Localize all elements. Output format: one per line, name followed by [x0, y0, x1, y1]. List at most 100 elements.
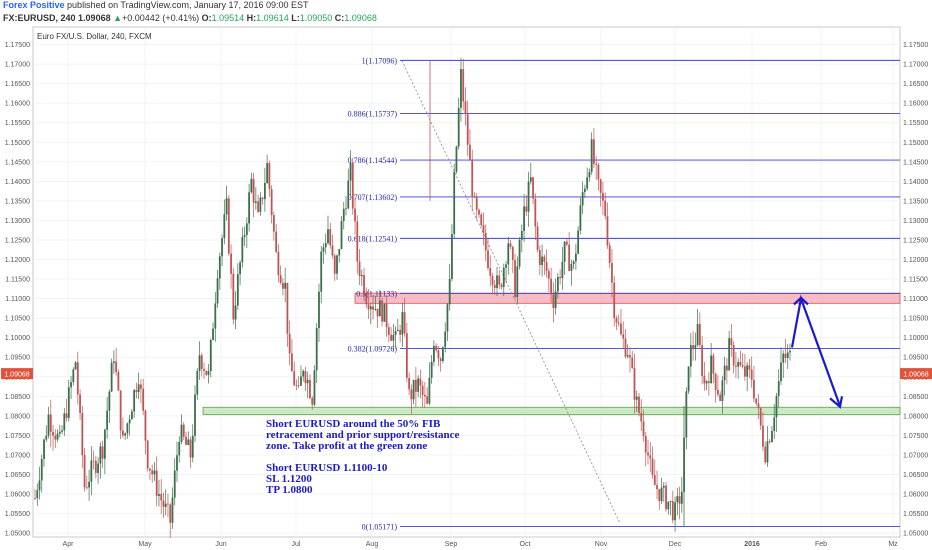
candle-body — [227, 198, 230, 254]
x-tick-label: Sep — [445, 541, 458, 548]
candle-body — [340, 221, 343, 249]
candle-body — [284, 282, 287, 289]
fib-label: 0.707(1.13602) — [348, 193, 398, 202]
y-tick-label-right: 1.15000 — [903, 140, 928, 147]
candle-body — [266, 163, 269, 184]
candle-body — [153, 470, 156, 475]
candle-body — [47, 414, 50, 436]
y-tick-label-left: 1.16000 — [5, 101, 30, 108]
candle-body — [640, 412, 643, 422]
y-tick-label-left: 1.05500 — [5, 511, 30, 518]
y-tick-label-right: 1.11000 — [903, 296, 928, 303]
candle-body — [421, 385, 424, 395]
candle-body — [748, 365, 751, 370]
candle-body — [568, 244, 571, 271]
candle-body — [67, 387, 70, 418]
candle-body — [599, 179, 602, 193]
candle-body — [363, 274, 365, 296]
y-tick-label-right: 1.12500 — [903, 237, 928, 244]
candle-body — [405, 333, 408, 378]
candle-body — [320, 251, 323, 292]
candle-body — [762, 425, 764, 447]
candle-body — [268, 163, 271, 190]
close-value: 1.09068 — [344, 13, 377, 23]
candle-body — [451, 234, 453, 279]
y-tick-label-left: 1.11500 — [5, 277, 30, 284]
candle-body — [644, 436, 647, 453]
candle-body — [324, 243, 327, 248]
candle-body — [660, 487, 663, 502]
x-tick-label: Nov — [595, 541, 608, 548]
candle-body — [65, 413, 68, 418]
candle-body — [712, 355, 715, 374]
candle-body — [480, 214, 483, 226]
last-price: 1.09068 — [78, 13, 111, 23]
candle-body — [538, 250, 541, 266]
candle-body — [744, 366, 746, 377]
candle-body — [698, 323, 701, 346]
candle-body — [169, 504, 172, 523]
candle-body — [385, 303, 388, 328]
candle-body — [680, 491, 683, 504]
candle-body — [223, 214, 226, 239]
candle-body — [232, 273, 235, 320]
candle-body — [239, 262, 241, 275]
candle-body — [721, 380, 724, 402]
candle-body — [692, 345, 694, 350]
candles — [34, 57, 791, 538]
candle-body — [288, 333, 291, 354]
x-tick-label: Apr — [63, 541, 75, 548]
candle-body — [554, 291, 557, 309]
candle-body — [550, 278, 553, 295]
candle-body — [514, 260, 516, 298]
candle-body — [570, 264, 573, 271]
candle-body — [313, 370, 316, 405]
candle-body — [372, 306, 374, 310]
candle-body — [295, 385, 298, 386]
change-value: +0.00442 (+0.41%) — [122, 13, 200, 23]
candle-body — [509, 243, 512, 247]
candle-body — [559, 276, 562, 279]
y-tick-label-right: 1.15500 — [903, 120, 928, 127]
candle-body — [142, 388, 145, 411]
candle-body — [356, 221, 359, 262]
candle-body — [755, 398, 758, 404]
candle-body — [354, 208, 356, 222]
candle-body — [667, 501, 670, 510]
candle-body — [710, 355, 713, 384]
candle-body — [511, 246, 514, 261]
candle-body — [182, 424, 185, 437]
candle-body — [766, 441, 769, 463]
x-tick-label: 2016 — [744, 541, 760, 548]
candle-body — [218, 256, 221, 279]
candle-body — [322, 247, 325, 252]
author-link[interactable]: Forex Positive — [3, 0, 65, 10]
x-tick-label: Aug — [366, 541, 379, 548]
candle-body — [437, 350, 440, 359]
y-tick-label-left: 1.06000 — [5, 492, 30, 499]
candle-body — [349, 162, 352, 181]
candle-body — [119, 390, 122, 431]
candle-body — [768, 441, 771, 443]
candle-body — [257, 201, 260, 212]
candle-body — [277, 251, 280, 276]
open-label: O: — [201, 13, 212, 23]
candle-body — [297, 385, 300, 387]
candle-body — [753, 379, 755, 399]
y-tick-label-right: 1.16500 — [903, 81, 928, 88]
candle-body — [662, 485, 665, 488]
candle-body — [502, 267, 505, 287]
candle-body — [759, 408, 762, 426]
candle-body — [234, 305, 237, 320]
candle-body — [248, 192, 251, 224]
fib-label: 0.382(1.09726) — [348, 344, 398, 353]
candle-body — [739, 362, 742, 366]
candle-body — [302, 371, 305, 377]
candle-body — [342, 208, 345, 222]
candle-body — [394, 331, 397, 335]
candle-body — [678, 496, 681, 504]
candle-body — [674, 502, 676, 521]
candle-body — [588, 171, 591, 178]
candle-body — [651, 458, 654, 476]
